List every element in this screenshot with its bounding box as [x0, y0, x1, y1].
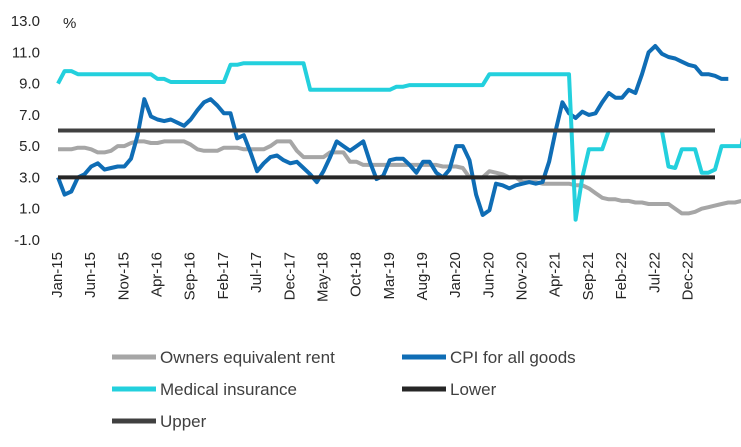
y-tick-label: 11.0	[12, 44, 40, 61]
legend-label: CPI for all goods	[450, 348, 576, 367]
x-tick-label: Feb-22	[613, 252, 630, 300]
legend-label: Upper	[160, 412, 207, 431]
y-tick-label: 5.0	[19, 138, 40, 155]
x-tick-label: Nov-15	[115, 252, 132, 300]
y-tick-label: 13.0	[11, 13, 40, 30]
y-tick-label: -1.0	[14, 232, 40, 249]
x-tick-label: May-18	[314, 252, 331, 302]
x-tick-label: Apr-16	[149, 252, 166, 297]
x-axis-ticks: Jan-15 Jun-15 Nov-15 Apr-16 Sep-16 Feb-17 Jul-…	[49, 252, 696, 302]
y-tick-label: 1.0	[19, 201, 40, 218]
series-line-owners-equivalent-rent	[58, 139, 741, 216]
legend-label: Owners equivalent rent	[160, 348, 335, 367]
x-tick-label: Sep-16	[182, 252, 199, 300]
legend: Owners equivalent rent CPI for all goods M…	[112, 348, 576, 431]
y-axis-unit-label: %	[63, 15, 76, 32]
x-tick-label: Aug-19	[414, 252, 431, 300]
series-line-cpi-for-all-goods	[56, 44, 729, 217]
x-tick-label: Oct-18	[348, 252, 365, 297]
legend-label: Lower	[450, 380, 497, 399]
series-lines	[56, 44, 741, 222]
x-tick-label: Jul-22	[646, 252, 663, 293]
x-tick-label: Jun-20	[480, 252, 497, 298]
y-tick-label: 9.0	[19, 76, 40, 93]
x-tick-label: Apr-21	[547, 252, 564, 297]
y-axis-ticks: 13.0 11.0 9.0 7.0 5.0 3.0 1.0 -1.0	[11, 13, 40, 249]
y-tick-label: 7.0	[19, 107, 40, 124]
x-tick-label: Dec-17	[281, 252, 298, 300]
x-tick-label: Feb-17	[215, 252, 232, 300]
x-tick-label: Jan-15	[49, 252, 66, 298]
x-tick-label: Mar-19	[381, 252, 398, 300]
x-tick-label: Jan-20	[447, 252, 464, 298]
x-tick-label: Sep-21	[580, 252, 597, 300]
y-tick-label: 3.0	[19, 169, 40, 186]
x-tick-label: Dec-22	[679, 252, 696, 300]
x-tick-label: Jul-17	[248, 252, 265, 293]
x-tick-label: Nov-20	[514, 252, 531, 300]
legend-label: Medical insurance	[160, 380, 297, 399]
x-tick-label: Jun-15	[82, 252, 99, 298]
